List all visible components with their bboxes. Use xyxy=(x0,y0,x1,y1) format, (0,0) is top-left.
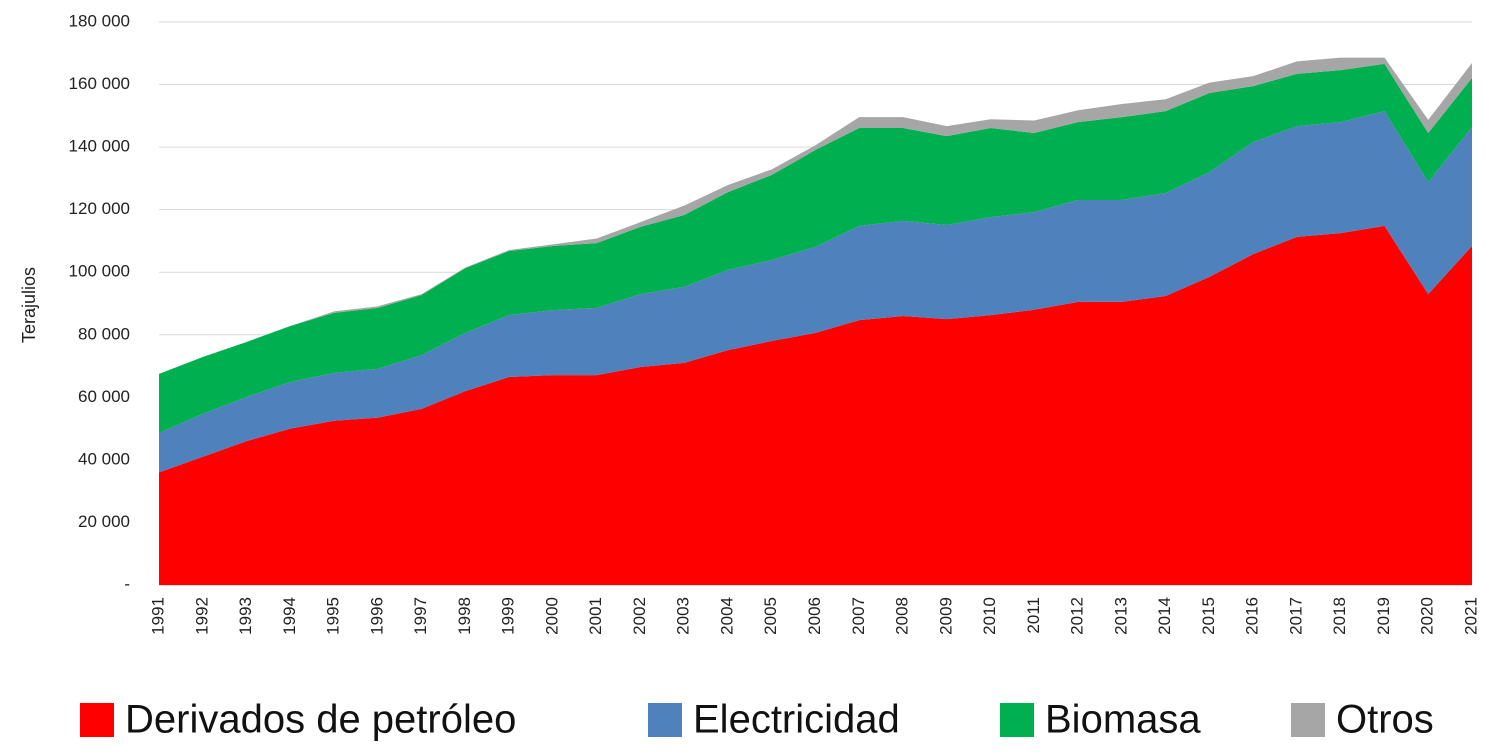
legend-text: Derivados de petróleo xyxy=(125,698,516,742)
x-tick-label: 2014 xyxy=(1155,597,1174,635)
y-tick-label: 160 000 xyxy=(69,74,130,93)
legend-swatch xyxy=(80,703,114,737)
x-tick-label: 2016 xyxy=(1243,597,1262,635)
legend-text: Otros xyxy=(1336,698,1434,742)
x-tick-label: 2013 xyxy=(1111,597,1130,635)
x-tick-label: 2017 xyxy=(1286,597,1305,635)
legend-swatch xyxy=(1291,703,1325,737)
y-tick-label: 80 000 xyxy=(78,324,130,343)
x-tick-label: 2003 xyxy=(674,597,693,635)
y-tick-label: 20 000 xyxy=(78,512,130,531)
x-tick-label: 2015 xyxy=(1199,597,1218,635)
legend-swatch xyxy=(648,703,682,737)
area xyxy=(159,63,1472,433)
x-tick-label: 2000 xyxy=(542,597,561,635)
x-tick-label: 1992 xyxy=(192,597,211,635)
legend-swatch xyxy=(1000,703,1034,737)
x-tick-label: 1999 xyxy=(499,597,518,635)
x-tick-label: 2007 xyxy=(849,597,868,635)
x-tick-label: 1995 xyxy=(324,597,343,635)
x-tick-label: 2019 xyxy=(1374,597,1393,635)
x-tick-label: 2001 xyxy=(586,597,605,635)
area xyxy=(159,111,1472,473)
y-tick-label: 60 000 xyxy=(78,387,130,406)
x-tick-label: 1997 xyxy=(411,597,430,635)
x-tick-label: 2020 xyxy=(1418,597,1437,635)
x-tick-label: 1994 xyxy=(280,597,299,635)
x-tick-label: 2004 xyxy=(717,597,736,635)
x-tick-label: 2002 xyxy=(630,597,649,635)
x-tick-label: 2006 xyxy=(805,597,824,635)
y-tick-label: - xyxy=(124,574,130,593)
x-tick-label: 2010 xyxy=(980,597,999,635)
y-axis-label: Terajulios xyxy=(19,267,39,343)
legend-text: Biomasa xyxy=(1045,698,1201,742)
area xyxy=(159,225,1472,586)
x-tick-label: 1993 xyxy=(236,597,255,635)
legend-text: Electricidad xyxy=(693,698,900,742)
x-tick-label: 2011 xyxy=(1024,597,1043,634)
y-tick-label: 120 000 xyxy=(69,199,130,218)
x-tick-label: 2018 xyxy=(1330,597,1349,635)
x-tick-label: 1991 xyxy=(148,597,167,635)
x-tick-label: 2012 xyxy=(1068,597,1087,635)
y-tick-label: 180 000 xyxy=(69,11,130,30)
y-tick-label: 100 000 xyxy=(69,262,130,281)
x-tick-label: 1996 xyxy=(367,597,386,635)
y-tick-label: 40 000 xyxy=(78,449,130,468)
x-tick-label: 1998 xyxy=(455,597,474,635)
y-tick-label: 140 000 xyxy=(69,137,130,156)
x-tick-label: 2021 xyxy=(1461,597,1480,635)
x-tick-label: 2008 xyxy=(893,597,912,635)
x-tick-label: 2009 xyxy=(936,597,955,635)
x-tick-label: 2005 xyxy=(761,597,780,635)
